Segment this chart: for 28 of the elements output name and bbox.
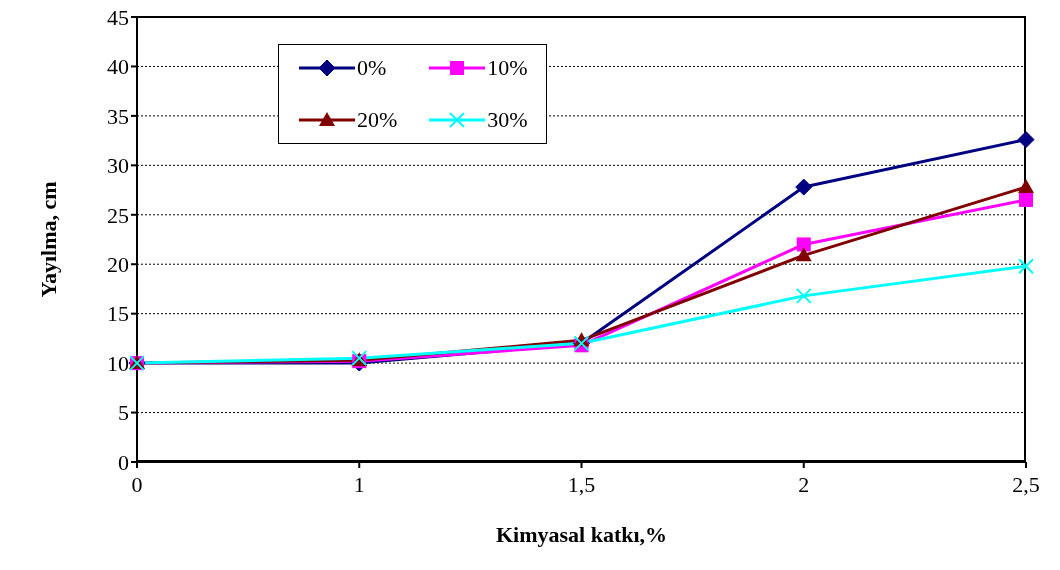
legend-label: 20%	[357, 107, 398, 133]
point	[795, 247, 812, 262]
point	[795, 287, 812, 304]
point	[1017, 131, 1035, 149]
legend-label: 0%	[357, 55, 387, 81]
y-tick-label: 40	[107, 54, 129, 80]
point	[796, 237, 811, 252]
y-tick-label: 15	[107, 301, 129, 327]
y-tick-label: 10	[107, 350, 129, 376]
point	[1018, 179, 1034, 194]
point	[795, 178, 813, 196]
y-tick-label: 20	[107, 252, 129, 278]
y-axis-title: Yayılma, cm	[35, 181, 61, 298]
y-tick-label: 45	[107, 4, 129, 30]
x-tick-label: 1	[353, 471, 365, 497]
point	[1018, 258, 1034, 275]
x-axis-title: Kimyasal katkı,%	[495, 522, 668, 547]
x-tick-label: 2	[798, 471, 810, 497]
legend-label: 10%	[487, 55, 528, 81]
y-tick-label: 30	[107, 153, 129, 179]
x-tick-label: 2,5	[1012, 471, 1040, 497]
y-tick-label: 35	[107, 103, 129, 129]
point	[1019, 192, 1033, 207]
legend-label: 30%	[487, 107, 528, 133]
y-tick-label: 0	[118, 449, 129, 475]
x-tick-label: 1,5	[567, 471, 596, 497]
y-tick-label: 5	[118, 400, 129, 426]
y-tick-label: 25	[107, 202, 129, 228]
